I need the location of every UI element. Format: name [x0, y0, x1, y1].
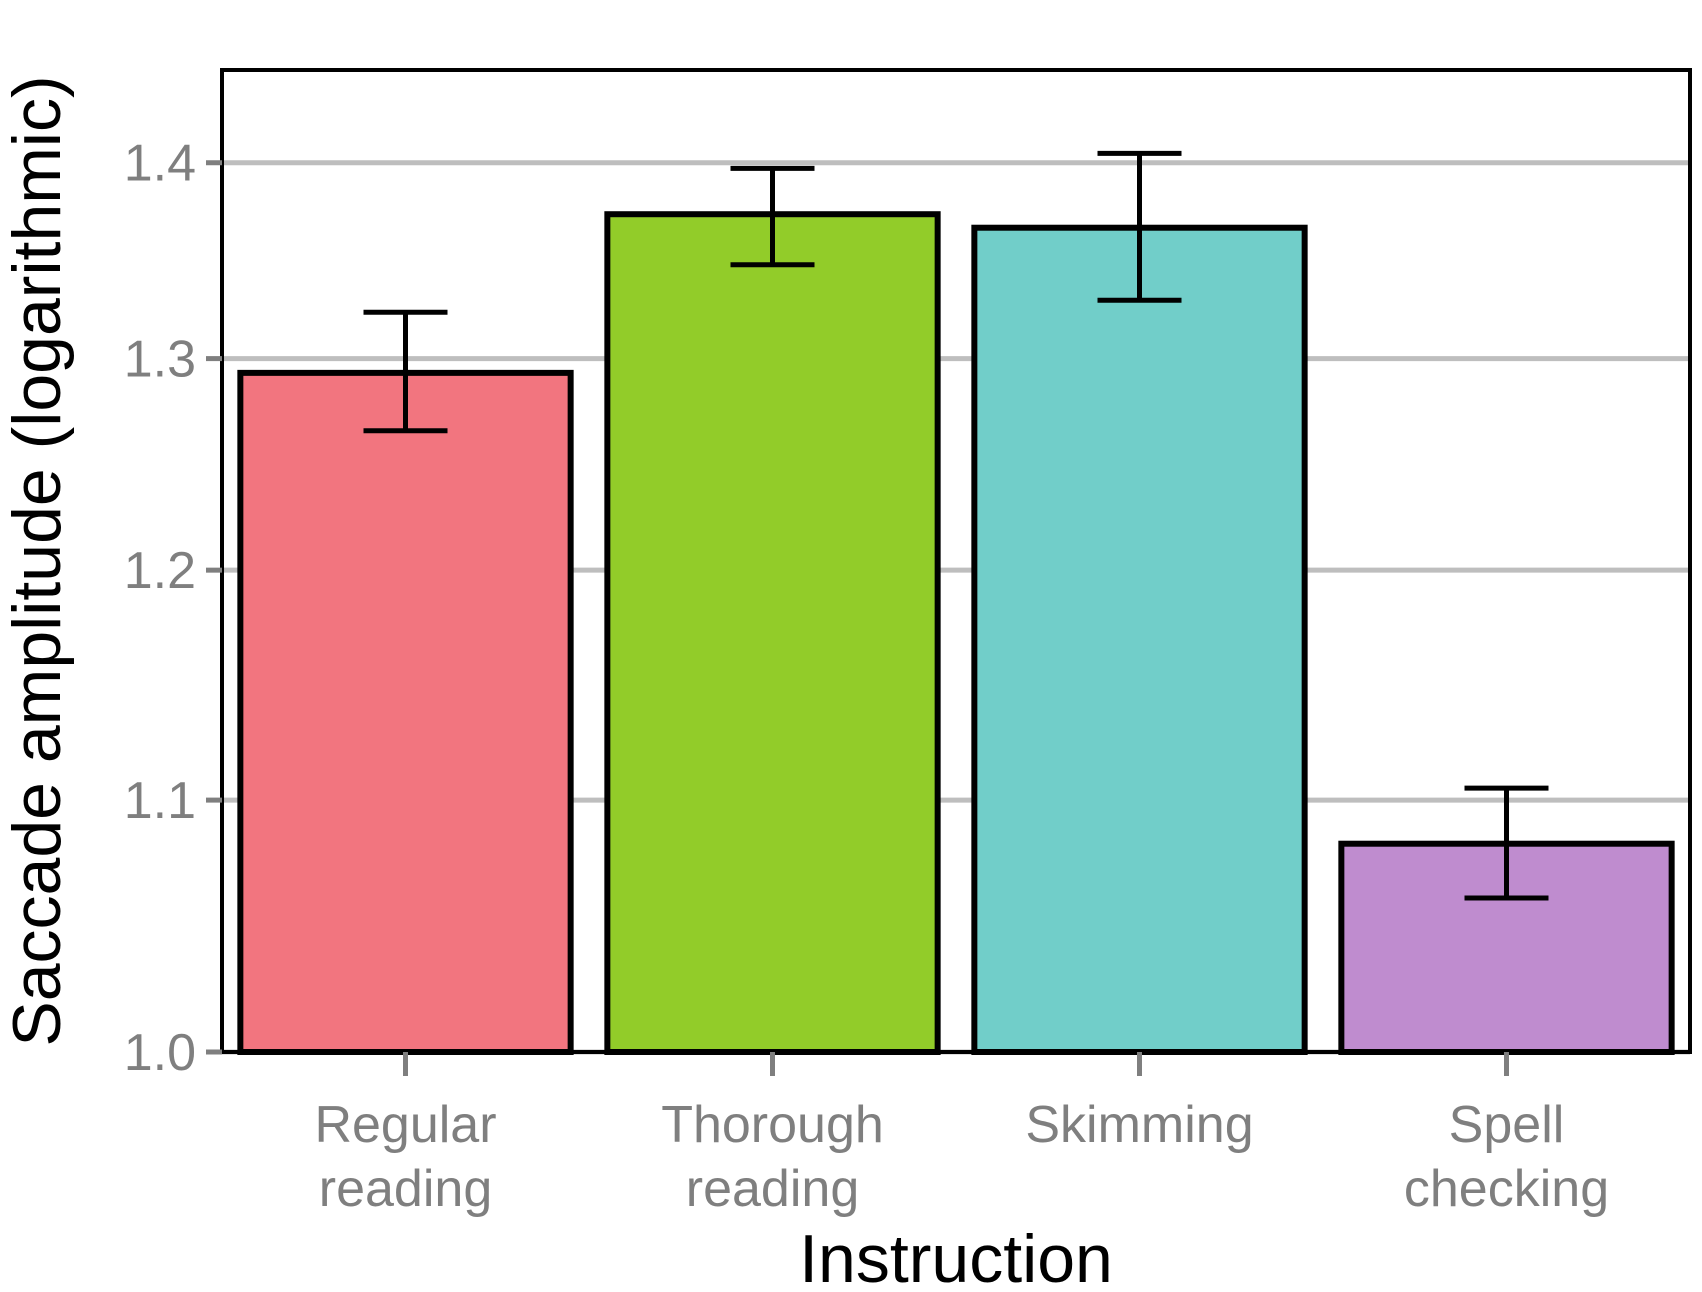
- y-tick-label: 1.0: [124, 1024, 196, 1082]
- x-tick-label: checking: [1404, 1160, 1609, 1218]
- x-tick-label: reading: [686, 1160, 859, 1218]
- x-axis-title: Instruction: [799, 1221, 1113, 1292]
- y-tick-label: 1.2: [124, 542, 196, 600]
- x-tick-label: Regular: [314, 1096, 496, 1154]
- x-tick-label: Skimming: [1025, 1096, 1253, 1154]
- bars: [237, 211, 1675, 1056]
- bar: [237, 369, 574, 1055]
- x-axis-ticks: Regular reading Thorough reading Skimming Spe…: [314, 1052, 1609, 1218]
- y-tick-label: 1.1: [124, 772, 196, 830]
- bar: [971, 224, 1308, 1056]
- y-axis-ticks: 1.0 1.1 1.2 1.3 1.4: [124, 135, 222, 1082]
- x-tick-label: Thorough: [661, 1096, 884, 1154]
- y-tick-label: 1.3: [124, 331, 196, 389]
- x-tick-label: reading: [319, 1160, 492, 1218]
- y-tick-label: 1.4: [124, 135, 196, 193]
- plot-panel-border: [220, 68, 1692, 1054]
- x-tick-label: Spell: [1449, 1096, 1565, 1154]
- error-bars: [363, 150, 1549, 901]
- bar: [604, 211, 941, 1055]
- y-axis-title: Saccade amplitude (logarithmic): [0, 75, 75, 1046]
